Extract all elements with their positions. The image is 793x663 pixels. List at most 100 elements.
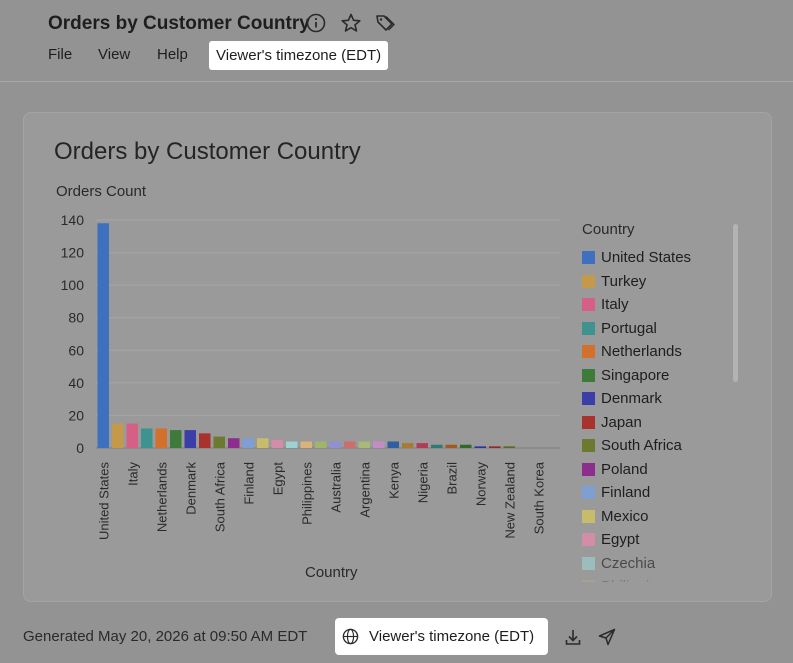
chart-title: Orders by Customer Country <box>54 138 361 165</box>
bar-portugal[interactable] <box>141 428 153 448</box>
x-tick-labels: United States Italy Netherlands Denmark Sout… <box>96 461 546 540</box>
legend-label: Portugal <box>601 319 657 337</box>
y-axis-label: Orders Count <box>56 183 147 200</box>
legend-item[interactable]: Netherlands <box>582 340 732 364</box>
legend-item[interactable]: Italy <box>582 293 732 317</box>
x-tick-label: Egypt <box>270 462 285 496</box>
legend-label: Mexico <box>601 507 649 525</box>
legend-swatch <box>582 580 595 582</box>
y-tick-label: 140 <box>61 212 85 228</box>
legend-swatch <box>582 392 595 406</box>
bar-philippines[interactable] <box>300 441 313 448</box>
legend-swatch <box>582 439 595 453</box>
bar-sweden[interactable] <box>489 446 501 448</box>
star-icon[interactable] <box>340 12 362 34</box>
bar-greece[interactable] <box>373 441 385 448</box>
legend-item[interactable]: Turkey <box>582 270 732 294</box>
legend-item[interactable]: Czechia <box>582 552 732 576</box>
info-icon[interactable] <box>305 12 327 34</box>
bar-france[interactable] <box>402 443 414 448</box>
bar-spain[interactable] <box>315 441 327 448</box>
menu-file[interactable]: File <box>48 46 73 63</box>
legend-label: Egypt <box>601 531 640 549</box>
x-tick-label: United States <box>96 462 111 541</box>
bar-brazil[interactable] <box>445 444 458 448</box>
bars <box>97 223 516 448</box>
legend-item[interactable]: South Africa <box>582 434 732 458</box>
legend-title: Country <box>582 221 635 238</box>
y-tick-label: 80 <box>68 310 84 326</box>
bar-denmark[interactable] <box>184 430 197 448</box>
bar-poland[interactable] <box>228 438 240 448</box>
chart-card <box>23 112 772 602</box>
y-tick-labels: 0 20 40 60 80 100 120 140 <box>61 212 85 456</box>
timezone-badge[interactable]: Viewer's timezone (EDT) <box>209 41 389 70</box>
y-tick-label: 60 <box>68 342 84 358</box>
footer-timezone-button[interactable]: Viewer's timezone (EDT) <box>335 618 548 655</box>
legend-swatch <box>582 345 595 359</box>
download-icon[interactable] <box>563 627 583 647</box>
x-tick-label: New Zealand <box>502 462 517 539</box>
bar-australia[interactable] <box>329 441 342 448</box>
legend-item[interactable]: Poland <box>582 458 732 482</box>
legend-label: Denmark <box>601 390 662 408</box>
bar-canada[interactable] <box>344 441 356 448</box>
bar-south-africa[interactable] <box>213 436 226 448</box>
bar-japan[interactable] <box>199 433 211 448</box>
legend-item[interactable]: United States <box>582 246 732 270</box>
bar-norway[interactable] <box>474 446 487 448</box>
dashboard-title: Orders by Customer Country <box>48 13 310 34</box>
legend-scrollbar[interactable] <box>733 224 738 382</box>
y-tick-label: 120 <box>61 245 85 261</box>
x-tick-label: Australia <box>328 461 343 512</box>
bar-argentina[interactable] <box>358 441 371 448</box>
menu-view[interactable]: View <box>98 46 131 63</box>
legend-label: South Africa <box>601 437 682 455</box>
x-tick-label: Nigeria <box>415 461 430 503</box>
bar-singapore[interactable] <box>170 430 182 448</box>
x-tick-label: Brazil <box>444 462 459 495</box>
footer-timezone-label: Viewer's timezone (EDT) <box>369 628 535 645</box>
legend-item[interactable]: Egypt <box>582 528 732 552</box>
legend-item[interactable]: Philippines <box>582 575 732 582</box>
chart-legend: United States Turkey Italy Portugal Netherla… <box>582 246 732 582</box>
bar-italy[interactable] <box>126 423 139 448</box>
legend-label: Turkey <box>601 272 647 290</box>
bar-mexico[interactable] <box>257 438 269 448</box>
x-tick-label: Italy <box>125 462 140 486</box>
send-icon[interactable] <box>597 627 617 647</box>
bar-germany[interactable] <box>431 444 443 448</box>
x-tick-label: Norway <box>473 462 488 507</box>
bar-kenya[interactable] <box>387 441 400 448</box>
legend-item[interactable]: Mexico <box>582 505 732 529</box>
x-axis-label: Country <box>305 564 358 581</box>
legend-swatch <box>582 533 595 547</box>
y-tick-label: 40 <box>68 375 84 391</box>
bar-nigeria[interactable] <box>416 443 429 448</box>
legend-label: Finland <box>601 484 651 502</box>
legend-swatch <box>582 251 595 265</box>
legend-item[interactable]: Portugal <box>582 317 732 341</box>
bar-turkey[interactable] <box>112 423 124 448</box>
x-tick-label: Philippines <box>299 462 314 525</box>
bar-new-zealand[interactable] <box>503 446 516 448</box>
legend-item[interactable]: Finland <box>582 481 732 505</box>
legend-item[interactable]: Japan <box>582 411 732 435</box>
bar-egypt[interactable] <box>271 439 284 448</box>
y-tick-label: 20 <box>68 407 84 423</box>
menu-help[interactable]: Help <box>157 46 188 63</box>
bar-finland[interactable] <box>242 438 255 448</box>
legend-item[interactable]: Denmark <box>582 387 732 411</box>
legend-label: United States <box>601 249 692 267</box>
x-tick-label: Argentina <box>357 461 372 517</box>
bar-india[interactable] <box>460 444 472 448</box>
tag-icon[interactable] <box>374 12 396 34</box>
legend-swatch <box>582 509 595 523</box>
legend-item[interactable]: Singapore <box>582 364 732 388</box>
legend-swatch <box>582 486 595 500</box>
y-tick-label: 100 <box>61 277 85 293</box>
bar-united-states[interactable] <box>97 223 110 448</box>
bar-czechia[interactable] <box>286 441 298 448</box>
bar-netherlands[interactable] <box>155 428 168 448</box>
